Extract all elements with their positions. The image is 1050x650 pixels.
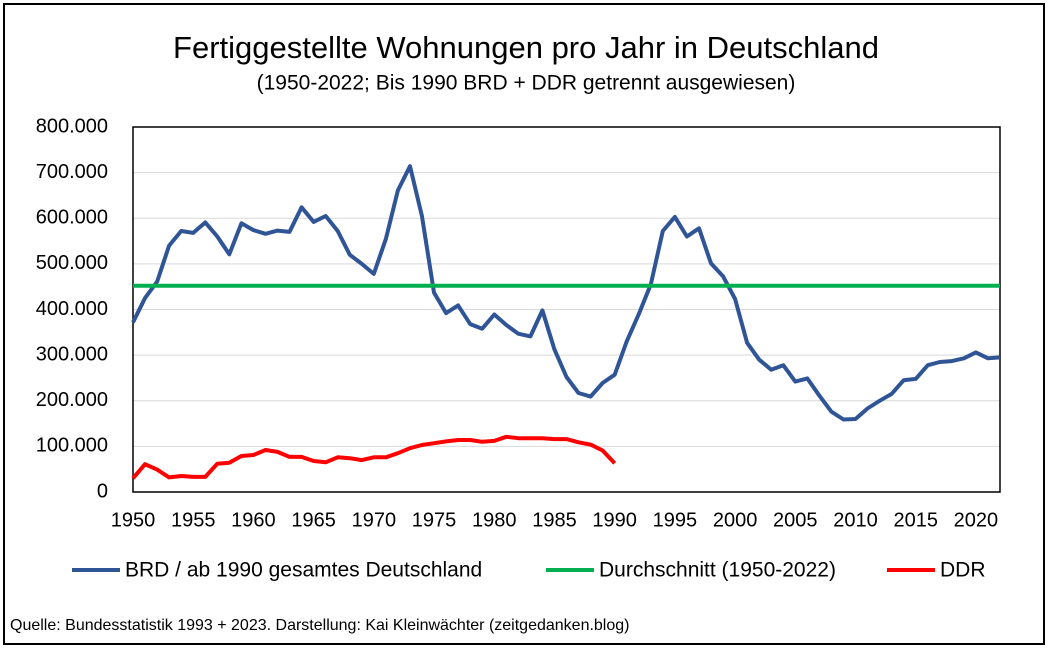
legend-label: Durchschnitt (1950-2022) (599, 559, 836, 582)
x-tick-label: 1980 (472, 509, 517, 531)
x-tick-label: 2020 (954, 509, 999, 531)
x-tick-label: 1970 (352, 509, 397, 531)
y-tick-label: 800.000 (36, 115, 108, 137)
legend-label: DDR (940, 559, 986, 582)
y-tick-label: 600.000 (36, 207, 108, 229)
chart-title: Fertiggestellte Wohnungen pro Jahr in De… (173, 30, 879, 65)
x-tick-label: 1965 (291, 509, 336, 531)
x-tick-label: 1975 (412, 509, 457, 531)
plot-area (132, 126, 1001, 493)
frame (3, 3, 1045, 645)
x-tick-label: 1995 (653, 509, 698, 531)
x-tick-label: 2010 (833, 509, 878, 531)
x-tick-label: 1950 (111, 509, 156, 531)
y-tick-label: 700.000 (36, 161, 108, 183)
y-tick-label: 200.000 (36, 389, 108, 411)
source-note: Quelle: Bundesstatistik 1993 + 2023. Dar… (10, 617, 629, 634)
y-tick-label: 0 (97, 480, 108, 502)
x-tick-label: 1955 (171, 509, 216, 531)
x-tick-label: 1990 (592, 509, 637, 531)
y-tick-label: 400.000 (36, 298, 108, 320)
chart-subtitle: (1950-2022; Bis 1990 BRD + DDR getrennt … (257, 72, 796, 95)
x-tick-label: 1960 (231, 509, 276, 531)
x-tick-label: 2000 (713, 509, 758, 531)
x-tick-label: 2015 (893, 509, 938, 531)
y-tick-label: 500.000 (36, 252, 108, 274)
series-line (131, 164, 1001, 422)
legend-label: BRD / ab 1990 gesamtes Deutschland (125, 559, 482, 582)
x-tick-label: 2005 (773, 509, 818, 531)
y-tick-label: 300.000 (36, 343, 108, 365)
series-line (131, 434, 617, 480)
x-tick-label: 1985 (532, 509, 577, 531)
y-tick-label: 100.000 (36, 435, 108, 457)
